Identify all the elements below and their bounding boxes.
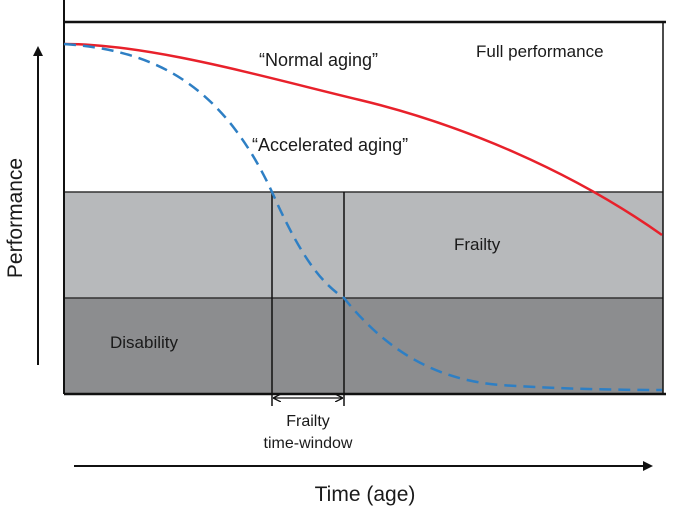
y-axis-label: Performance <box>4 158 27 278</box>
full-performance-label: Full performance <box>476 42 604 61</box>
frailty-window-label-line2: time-window <box>264 435 353 452</box>
frailty-window-label-line1: Frailty <box>286 413 330 430</box>
disability-zone-label: Disability <box>110 333 179 352</box>
frailty-zone <box>64 192 663 298</box>
normal-aging-label: “Normal aging” <box>259 50 378 70</box>
normal-aging-curve <box>63 42 663 237</box>
disability-zone <box>64 298 663 394</box>
accelerated-aging-label: “Accelerated aging” <box>252 135 408 155</box>
x-axis-label: Time (age) <box>315 483 416 506</box>
frailty-zone-label: Frailty <box>454 235 501 254</box>
accelerated-aging-curve <box>63 42 663 392</box>
